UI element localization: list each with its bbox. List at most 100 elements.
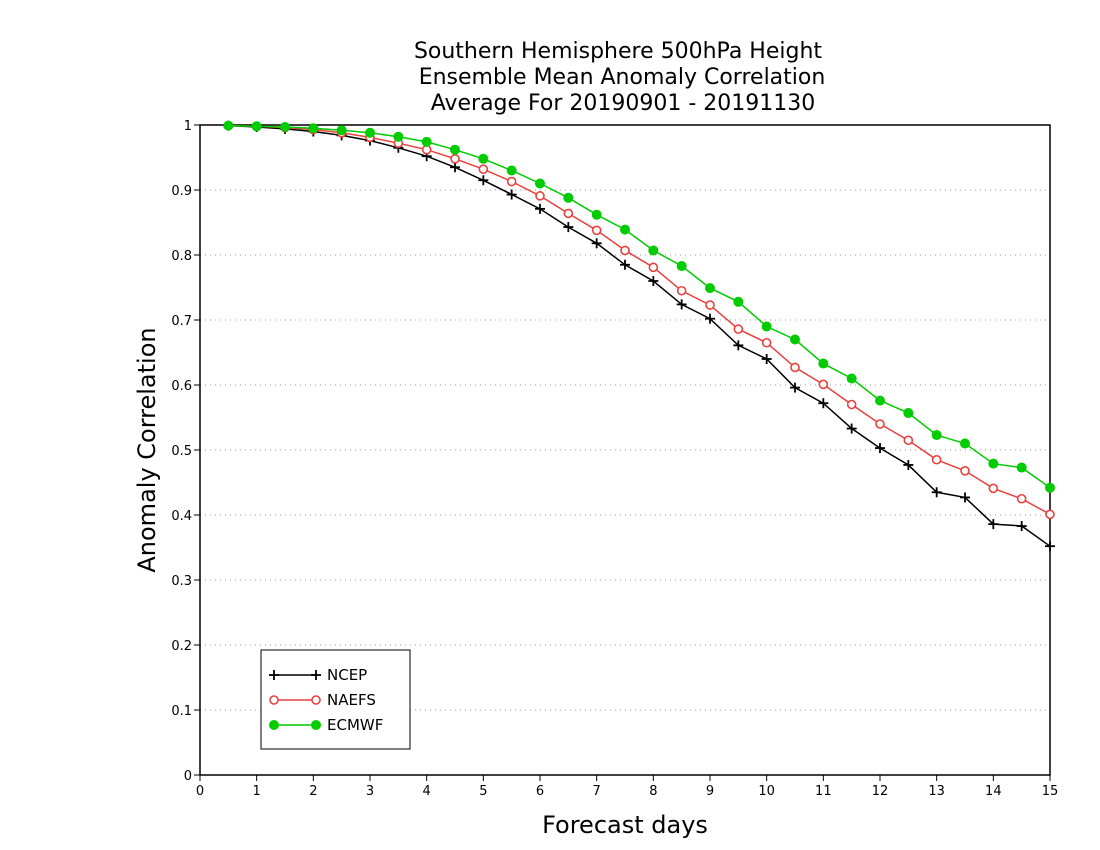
- series-layer: [223, 120, 1055, 552]
- data-point-ecmwf: [223, 120, 234, 131]
- data-point-ecmwf: [506, 165, 517, 176]
- y-tick-label: 0.6: [171, 379, 192, 394]
- legend-label-ecmwf: ECMWF: [327, 716, 383, 734]
- y-tick-label: 0.8: [171, 249, 192, 264]
- data-point-ecmwf: [478, 153, 489, 164]
- data-point-ncep: [1045, 541, 1055, 552]
- data-point-naefs: [591, 225, 602, 236]
- data-point-naefs: [1045, 509, 1055, 520]
- legend-item-ecmwf: ECMWF: [269, 716, 383, 734]
- data-point-ncep: [676, 299, 687, 310]
- data-point-ecmwf: [450, 144, 460, 155]
- data-point-ecmwf: [563, 192, 574, 203]
- y-tick-label: 0.5: [171, 444, 192, 459]
- x-tick-label: 12: [872, 784, 889, 799]
- data-point-ncep: [478, 175, 489, 186]
- data-point-ecmwf: [790, 334, 800, 345]
- data-point-naefs: [676, 285, 687, 296]
- series-line-ncep: [228, 124, 1051, 547]
- data-point-ecmwf: [393, 131, 404, 142]
- data-point-ncep: [450, 162, 460, 173]
- y-axis-ticks: 0 0.1 0.2 0.3 0.4 0.5 0.6 0.7 0.8 0.9 1: [171, 119, 200, 784]
- series-naefs: [223, 120, 1055, 520]
- series-line-ecmwf: [228, 124, 1051, 489]
- x-tick-label: 7: [593, 784, 601, 799]
- data-point-naefs: [846, 399, 857, 410]
- data-point-ncep: [563, 222, 574, 233]
- data-point-ecmwf: [931, 430, 942, 441]
- x-tick-label: 11: [815, 784, 832, 799]
- data-point-ecmwf: [421, 136, 432, 147]
- data-point-ecmwf: [761, 321, 772, 332]
- legend-label-naefs: NAEFS: [327, 691, 376, 709]
- chart-title-line-1: Southern Hemisphere 500hPa Height: [414, 39, 822, 64]
- data-point-naefs: [1016, 493, 1027, 504]
- x-tick-label: 1: [253, 784, 261, 799]
- data-point-ncep: [988, 519, 999, 530]
- legend-label-ncep: NCEP: [327, 666, 367, 684]
- series-ncep: [223, 120, 1055, 552]
- x-tick-label: 14: [985, 784, 1002, 799]
- x-tick-label: 3: [366, 784, 374, 799]
- legend-marker: [269, 695, 279, 705]
- data-point-naefs: [818, 379, 829, 390]
- data-point-naefs: [960, 465, 970, 476]
- data-point-ecmwf: [676, 261, 687, 272]
- data-point-naefs: [478, 164, 489, 174]
- chart-title-line-3: Average For 20190901 - 20191130: [431, 91, 816, 116]
- x-tick-label: 0: [196, 784, 204, 799]
- data-point-naefs: [648, 262, 659, 273]
- x-tick-label: 15: [1042, 784, 1059, 799]
- data-point-ncep: [535, 203, 545, 214]
- data-point-ecmwf: [535, 178, 545, 189]
- data-point-ecmwf: [620, 224, 630, 235]
- data-point-naefs: [988, 483, 999, 494]
- data-point-ecmwf: [648, 245, 659, 256]
- legend-marker: [269, 720, 279, 730]
- x-tick-label: 6: [536, 784, 544, 799]
- data-point-naefs: [875, 419, 885, 429]
- data-point-ecmwf: [336, 125, 347, 136]
- legend-marker: [269, 670, 279, 680]
- data-point-ecmwf: [365, 127, 375, 138]
- data-point-naefs: [535, 191, 545, 201]
- data-point-ecmwf: [988, 458, 999, 469]
- x-tick-label: 8: [649, 784, 657, 799]
- y-tick-label: 0.7: [171, 314, 192, 329]
- x-tick-label: 9: [706, 784, 714, 799]
- y-tick-label: 1: [184, 119, 192, 134]
- data-point-ecmwf: [818, 358, 829, 369]
- data-point-ncep: [931, 487, 942, 498]
- data-point-ecmwf: [251, 121, 262, 132]
- x-tick-label: 10: [758, 784, 775, 799]
- x-axis-title: Forecast days: [542, 811, 708, 839]
- legend-item-naefs: NAEFS: [269, 691, 376, 709]
- data-point-ncep: [1016, 521, 1027, 532]
- data-point-ecmwf: [733, 296, 744, 307]
- data-point-naefs: [563, 208, 574, 219]
- data-point-naefs: [705, 300, 715, 310]
- y-axis-title: Anomaly Correlation: [133, 327, 161, 572]
- data-point-naefs: [761, 337, 772, 348]
- data-point-ncep: [620, 259, 630, 270]
- data-point-naefs: [733, 324, 744, 334]
- y-tick-label: 0.1: [171, 704, 192, 719]
- data-point-naefs: [790, 362, 800, 373]
- x-tick-label: 2: [309, 784, 317, 799]
- y-tick-label: 0.3: [171, 574, 192, 589]
- y-tick-label: 0: [184, 769, 192, 784]
- data-point-ecmwf: [1045, 482, 1055, 493]
- x-axis-ticks: 0 1 2 3 4 5 6 7 8 9 10 11 12 13 14 15: [196, 775, 1058, 799]
- data-point-ecmwf: [1016, 462, 1027, 473]
- data-point-ncep: [761, 354, 772, 364]
- data-point-ncep: [875, 443, 885, 454]
- y-tick-label: 0.2: [171, 639, 192, 654]
- series-ecmwf: [223, 120, 1055, 493]
- data-point-ecmwf: [591, 209, 602, 220]
- chart-title: Southern Hemisphere 500hPa Height Ensemb…: [414, 39, 825, 116]
- legend-marker: [311, 695, 321, 705]
- data-point-ncep: [960, 492, 970, 503]
- data-point-ncep: [648, 276, 659, 286]
- data-point-ecmwf: [705, 283, 715, 294]
